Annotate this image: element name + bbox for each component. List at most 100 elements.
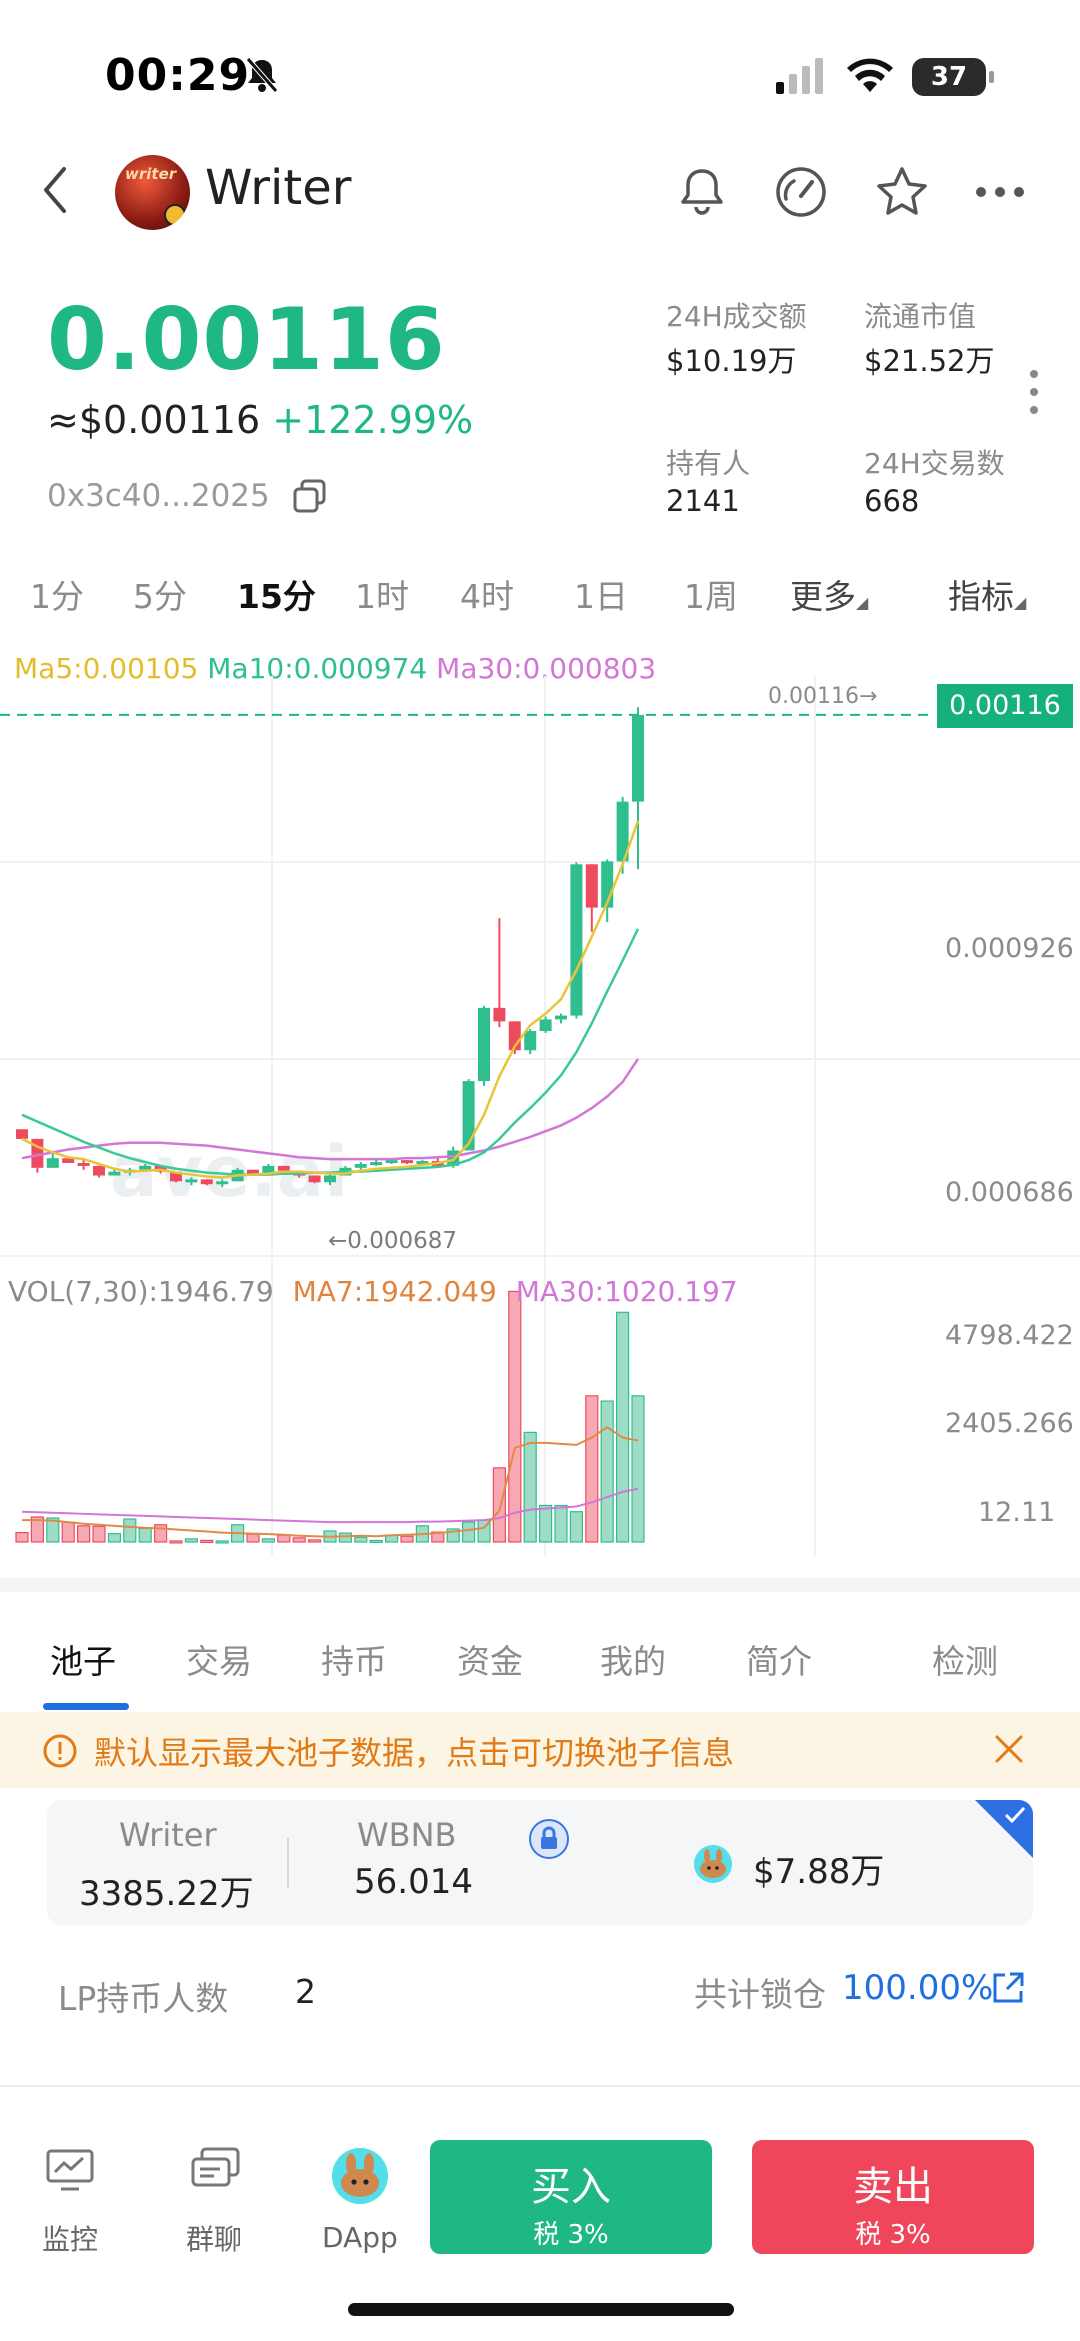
external-link-icon[interactable] <box>990 1970 1026 2010</box>
vertical-more-icon[interactable] <box>1030 370 1038 424</box>
bnb-chain-badge <box>164 204 186 226</box>
volume-bar <box>92 1525 106 1543</box>
close-icon[interactable] <box>994 1734 1024 1768</box>
nav-dapp-label[interactable]: DApp <box>322 2221 398 2254</box>
volume-bar <box>400 1535 414 1543</box>
volume-bar <box>308 1539 322 1543</box>
candle <box>447 1150 460 1166</box>
volume-bar <box>538 1504 553 1543</box>
active-tab-indicator <box>43 1703 129 1710</box>
volume-bar <box>585 1395 599 1543</box>
interval-4h[interactable]: 4时 <box>460 577 514 616</box>
lp-holders-value: 2 <box>295 1972 316 2011</box>
group-chat-icon[interactable] <box>190 2146 242 2198</box>
candle <box>200 1179 213 1185</box>
volume-bar <box>107 1533 122 1543</box>
interval-1d[interactable]: 1日 <box>574 577 628 616</box>
price-chart[interactable]: ave.ai <box>0 676 1080 1556</box>
volume-bar <box>277 1534 291 1543</box>
more-icon[interactable] <box>975 184 1025 203</box>
monitor-icon[interactable] <box>45 2148 95 2196</box>
lock-total-label: 共计锁仓 <box>694 1975 826 2014</box>
candle <box>555 1015 567 1020</box>
interval-1h[interactable]: 1时 <box>355 577 409 616</box>
back-icon[interactable] <box>40 165 70 219</box>
volume-bar <box>123 1518 137 1543</box>
pool-pair-label: WBNB <box>357 1816 457 1854</box>
interval-1w[interactable]: 1周 <box>684 577 738 616</box>
section-divider <box>0 1578 1080 1592</box>
candle <box>308 1175 321 1183</box>
avatar-text: writer <box>125 165 177 183</box>
tab-trades[interactable]: 交易 <box>186 1642 252 1681</box>
candle <box>585 864 598 908</box>
nav-group-label[interactable]: 群聊 <box>186 2223 243 2256</box>
star-icon[interactable] <box>874 165 930 223</box>
vol-axis-label: 4798.422 <box>945 1320 1074 1351</box>
pool-token-label: Writer <box>119 1816 217 1854</box>
vol-ma7-legend: MA7:1942.049 <box>292 1275 497 1308</box>
nav-monitor-label[interactable]: 监控 <box>42 2223 99 2256</box>
vol-ma30-legend: MA30:1020.197 <box>515 1275 738 1308</box>
y-axis-label: 0.000926 <box>945 933 1074 964</box>
notice-text: 默认显示最大池子数据，点击可切换池子信息 <box>94 1734 735 1772</box>
lock-total-value[interactable]: 100.00% <box>842 1968 994 2008</box>
volume-bar <box>569 1511 584 1543</box>
interval-5m[interactable]: 5分 <box>133 577 187 616</box>
gauge-icon[interactable] <box>774 165 828 223</box>
candle <box>539 1019 552 1031</box>
ma-legend: Ma5:0.00105 Ma10:0.000974 Ma30:0.000803 <box>14 652 656 685</box>
ma30-line <box>21 1058 640 1161</box>
volume-bar <box>462 1521 476 1543</box>
battery-indicator: 37 <box>912 58 994 96</box>
volume-bar <box>61 1521 75 1543</box>
pool-liquidity: $7.88万 <box>753 1852 885 1892</box>
bell-icon[interactable] <box>676 165 728 221</box>
tab-holders[interactable]: 持币 <box>321 1642 387 1681</box>
candle <box>401 1160 413 1164</box>
candle <box>46 1158 59 1168</box>
candle <box>570 864 583 1016</box>
last-price-label: 0.00116→ <box>768 684 878 709</box>
pool-card[interactable]: Writer 3385.22万 WBNB 56.014 $7.88万 <box>47 1800 1033 1925</box>
y-axis-label: 0.000686 <box>945 1177 1074 1208</box>
interval-more[interactable]: 更多◢ <box>790 570 868 618</box>
home-indicator <box>348 2303 734 2316</box>
volume-bar <box>292 1537 306 1543</box>
vol-axis-label: 12.11 <box>978 1497 1056 1528</box>
volume-bar <box>554 1504 568 1543</box>
tab-pool[interactable]: 池子 <box>50 1642 116 1681</box>
current-price: 0.00116 <box>47 290 446 390</box>
lp-holders-label: LP持币人数 <box>58 1979 229 2018</box>
volume-bar <box>600 1400 614 1543</box>
candle <box>216 1181 229 1185</box>
price-change: +122.99% <box>272 398 474 442</box>
interval-15m[interactable]: 15分 <box>237 577 316 616</box>
candle <box>632 714 644 802</box>
candle <box>385 1160 398 1164</box>
bell-muted-icon <box>245 56 279 98</box>
candle <box>354 1163 367 1168</box>
tab-check[interactable]: 检测 <box>932 1642 998 1681</box>
tab-intro[interactable]: 简介 <box>746 1642 812 1681</box>
indicator-selector[interactable]: 指标◢ <box>948 570 1026 618</box>
interval-1m[interactable]: 1分 <box>30 577 84 616</box>
pancakeswap-icon <box>694 1845 732 1883</box>
tab-mine[interactable]: 我的 <box>600 1642 666 1681</box>
pool-notice-banner[interactable] <box>0 1712 1080 1788</box>
pool-pair-value: 56.014 <box>354 1862 473 1902</box>
candle <box>370 1162 383 1166</box>
dapp-icon[interactable] <box>330 2146 390 2210</box>
volume-bar <box>169 1540 183 1544</box>
candle <box>247 1169 259 1174</box>
volume-bar <box>492 1467 506 1543</box>
buy-button[interactable]: 买入 税 3% <box>430 2140 712 2254</box>
stat-value: $21.52万 <box>864 344 995 378</box>
copy-icon[interactable] <box>292 478 328 518</box>
contract-address[interactable]: 0x3c40...2025 <box>47 478 270 514</box>
volume-bar <box>200 1539 214 1544</box>
sell-button[interactable]: 卖出 税 3% <box>752 2140 1034 2254</box>
volume-bar <box>76 1525 91 1543</box>
volume-bar <box>30 1516 44 1543</box>
tab-funds[interactable]: 资金 <box>457 1642 523 1681</box>
